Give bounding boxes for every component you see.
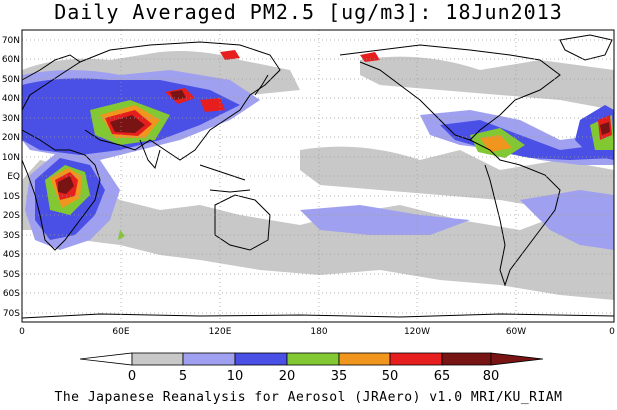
- colorbar-label: 10: [227, 369, 244, 384]
- lon-label: 120W: [404, 327, 430, 337]
- colorbar-segment: [182, 352, 236, 366]
- colorbar-label: 65: [434, 369, 451, 384]
- colorbar-right-arrow: [490, 352, 544, 366]
- lat-label: 70S: [3, 309, 20, 319]
- lat-label: 30N: [2, 114, 20, 124]
- colorbar-label: 20: [279, 369, 296, 384]
- lat-lon-grid: [22, 30, 614, 322]
- lat-label: 10S: [3, 192, 20, 202]
- colorbar-segment: [389, 352, 443, 366]
- map-title: Daily Averaged PM2.5 [ug/m3]: 18Jun2013: [54, 0, 563, 24]
- lat-label: 30S: [3, 231, 20, 241]
- pm25-level-above-80: [58, 90, 610, 194]
- latitude-labels: 70N 60N 50N 40N 30N 20N 10N EQ 10S 20S 3…: [2, 36, 20, 319]
- lat-label: 60S: [3, 289, 20, 299]
- lon-label: 120E: [209, 327, 232, 337]
- map-plot-area: [21, 29, 615, 323]
- lat-label: 50S: [3, 270, 20, 280]
- longitude-labels: 0 60E 120E 180 120W 60W 0: [19, 327, 615, 337]
- lat-label: 40S: [3, 250, 20, 260]
- colorbar-segment: [338, 352, 391, 366]
- lon-label: 0: [19, 327, 25, 337]
- lon-label: 60W: [506, 327, 526, 337]
- colorbar-label: 80: [483, 369, 500, 384]
- colorbar-segment: [441, 352, 492, 366]
- lat-label: 50N: [2, 75, 20, 85]
- colorbar-label: 50: [382, 369, 399, 384]
- colorbar-segment: [286, 352, 340, 366]
- colorbar-segment: [234, 352, 288, 366]
- colorbar-segment: [131, 352, 184, 366]
- colorbar-left-arrow: [79, 352, 133, 366]
- lat-label: 40N: [2, 94, 20, 104]
- colorbar-label: 5: [179, 369, 187, 384]
- lat-label: 10N: [2, 153, 20, 163]
- footer-credit: The Japanese Reanalysis for Aerosol (JRA…: [54, 390, 563, 405]
- lat-label: 70N: [2, 36, 20, 46]
- lon-label: 180: [310, 327, 327, 337]
- lat-label: 20N: [2, 133, 20, 143]
- colorbar-label: 0: [128, 369, 136, 384]
- lat-label: 60N: [2, 55, 20, 65]
- lon-label: 60E: [112, 327, 129, 337]
- lon-label: 0: [609, 327, 615, 337]
- colorbar-label: 35: [331, 369, 348, 384]
- lat-label: EQ: [7, 172, 20, 182]
- lat-label: 20S: [3, 211, 20, 221]
- colorbar: 0 5 10 20 35 50 65 80: [79, 352, 544, 384]
